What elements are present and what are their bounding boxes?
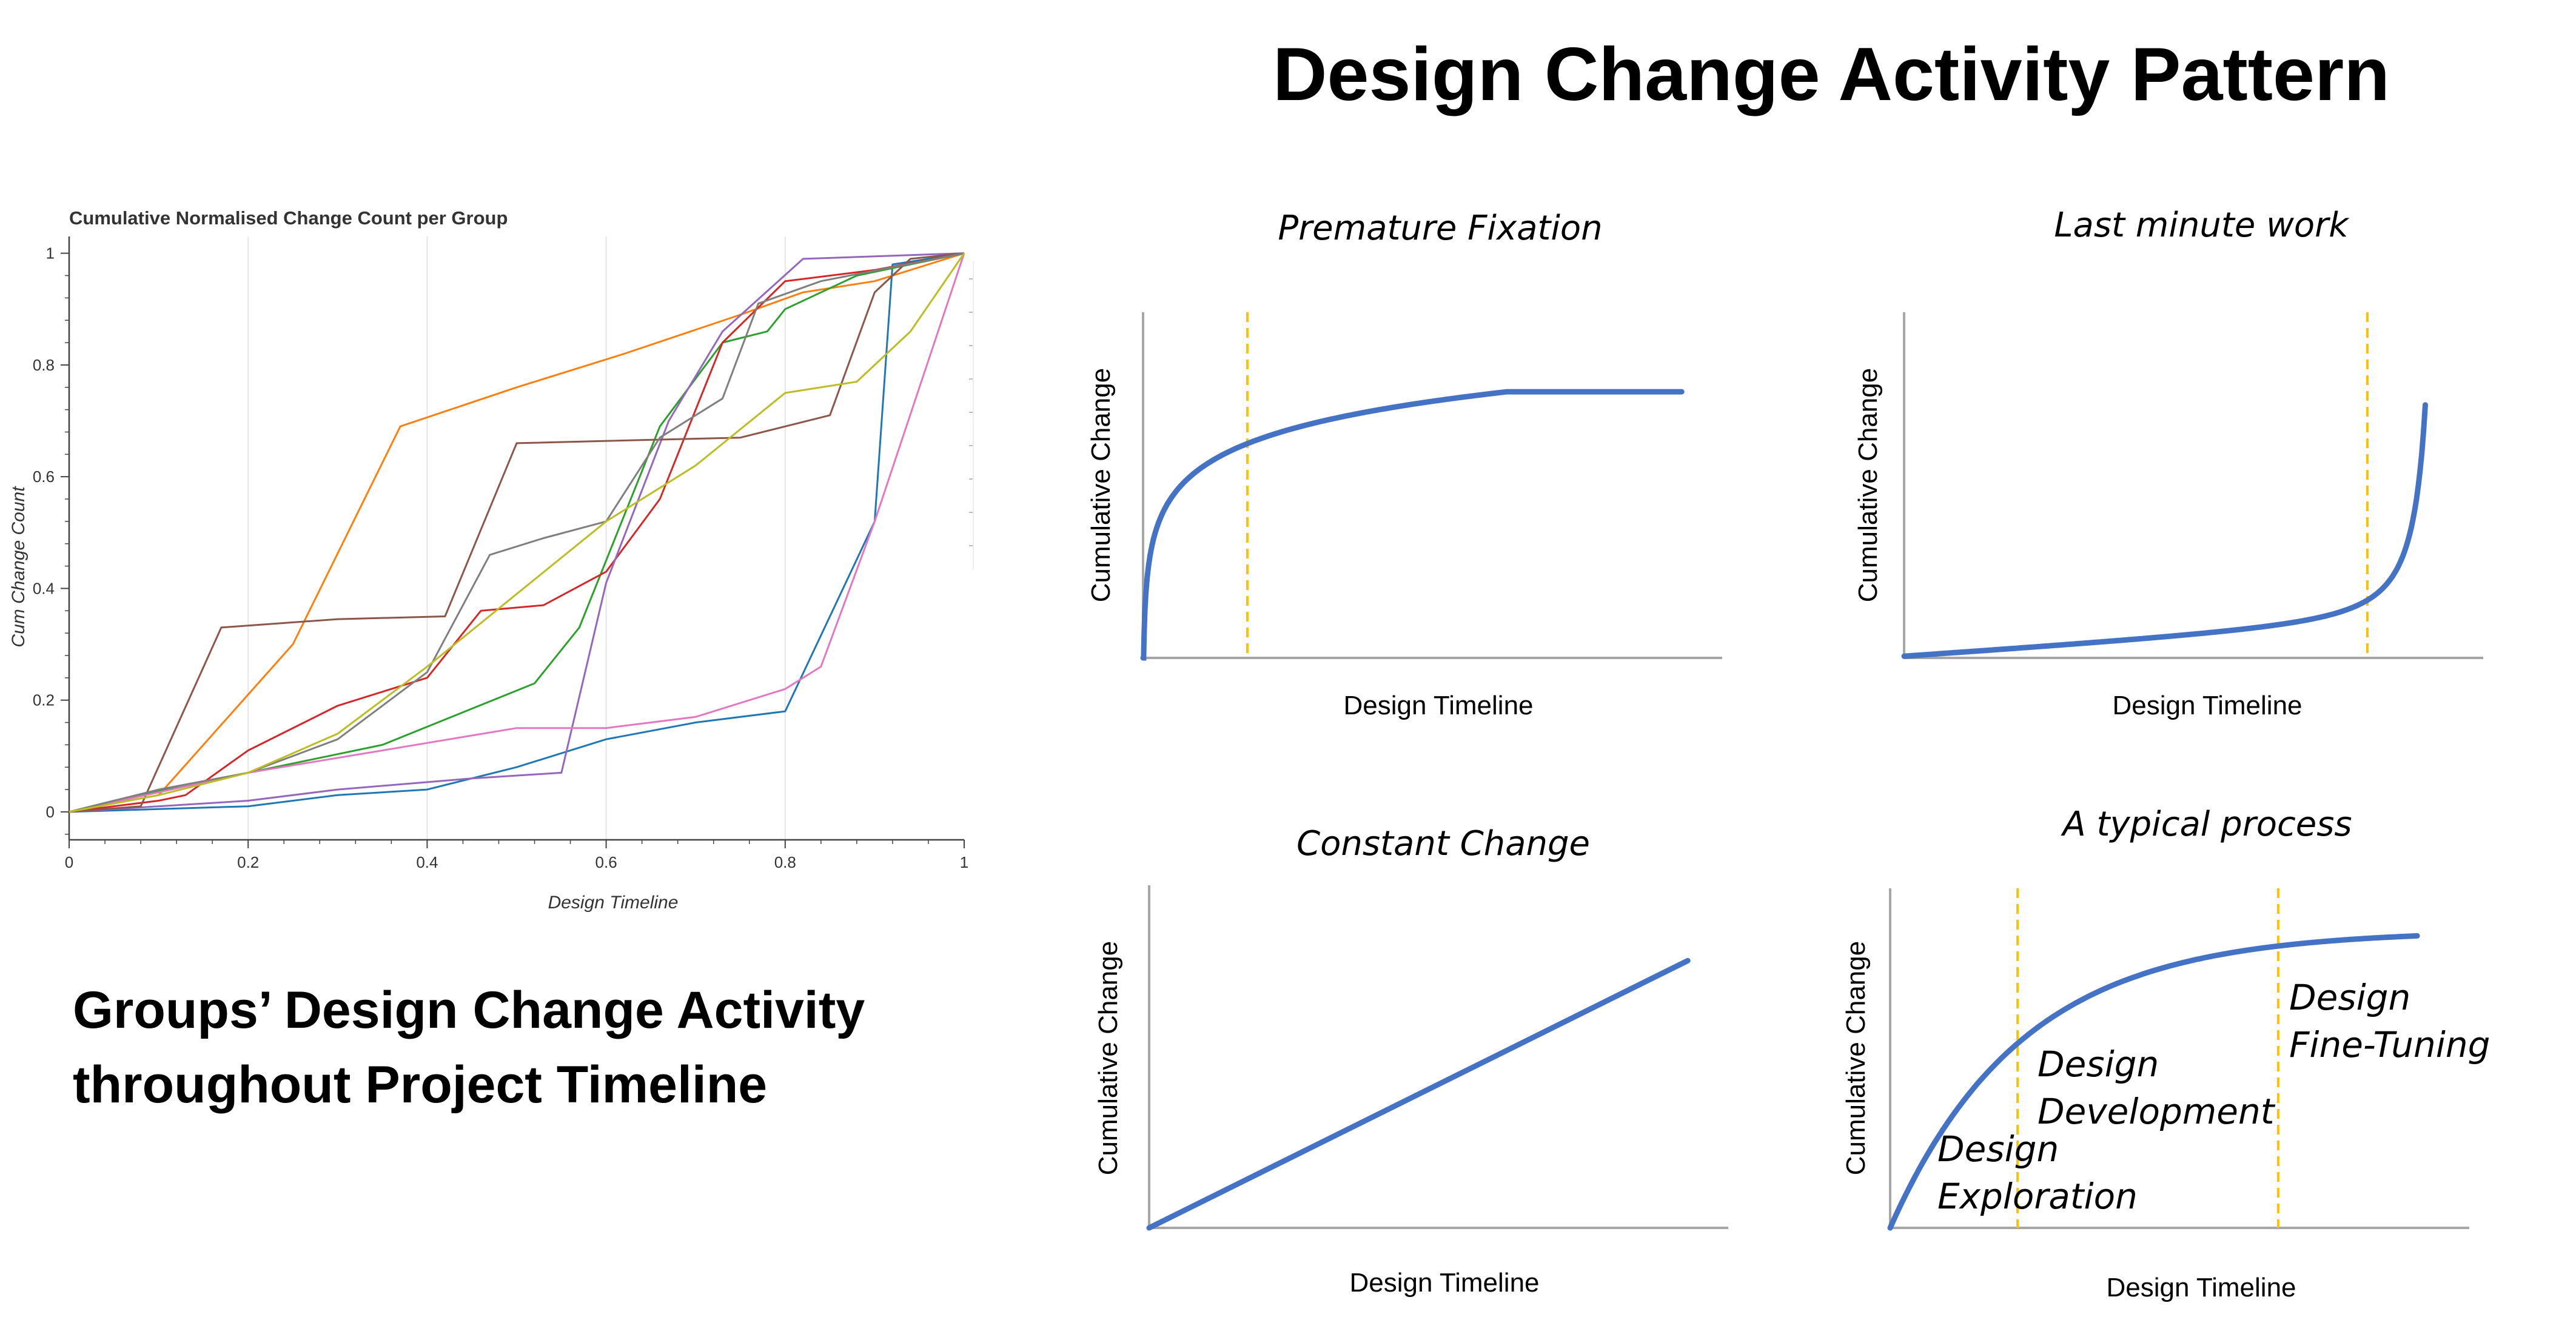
panel-xlabel: Design Timeline xyxy=(2106,1273,2296,1302)
caption-line-2: throughout Project Timeline xyxy=(73,1056,767,1114)
panel-xlabel: Design Timeline xyxy=(2112,691,2302,720)
series-line-9 xyxy=(69,252,965,813)
x-tick-label: 0.8 xyxy=(774,853,796,871)
panel-ylabel: Cumulative Change xyxy=(1853,368,1883,602)
series-line-2 xyxy=(69,252,965,813)
phase-label: Design xyxy=(2289,977,2410,1018)
series-line-1 xyxy=(69,252,965,813)
series-line-6 xyxy=(69,252,965,813)
x-tick-label: 1 xyxy=(960,853,968,871)
real-chart-ylabel: Cum Change Count xyxy=(8,486,29,648)
panel-ylabel: Cumulative Change xyxy=(1086,368,1116,602)
series-line-7 xyxy=(69,253,965,813)
y-tick-label: 0.6 xyxy=(33,468,55,486)
panel-ylabel: Cumulative Change xyxy=(1841,941,1871,1175)
caption-line-1: Groups’ Design Change Activity xyxy=(73,981,865,1039)
x-tick-label: 0.6 xyxy=(595,853,617,871)
pattern-curve xyxy=(1887,933,2420,1231)
page-title: Design Change Activity Pattern xyxy=(1273,33,2390,116)
pattern-curve xyxy=(1146,957,1691,1231)
panel-title-last-minute-work: Last minute work xyxy=(2054,206,2350,245)
x-tick-label: 0.4 xyxy=(416,853,438,871)
panel-ylabel: Cumulative Change xyxy=(1093,941,1123,1175)
pattern-curve xyxy=(1901,402,2428,659)
panel-title-premature-fixation: Premature Fixation xyxy=(1278,209,1602,248)
x-tick-label: 0 xyxy=(65,853,73,871)
phase-label: Design xyxy=(1937,1128,2059,1170)
panel-constant-change: Constant Change Design Timeline Cumulati… xyxy=(1093,824,1728,1298)
series-line-5 xyxy=(69,252,965,813)
x-tick-label: 0.2 xyxy=(237,853,259,871)
y-tick-label: 0.2 xyxy=(33,691,55,709)
group-change-chart: Cumulative Normalised Change Count per G… xyxy=(8,207,974,913)
phase-label: Exploration xyxy=(1937,1176,2138,1217)
panel-xlabel: Design Timeline xyxy=(1343,691,1533,720)
real-chart-title: Cumulative Normalised Change Count per G… xyxy=(69,207,508,229)
pattern-curve xyxy=(1140,389,1685,661)
y-tick-label: 1 xyxy=(46,244,55,263)
panel-premature-fixation: Premature Fixation Design Timeline Cumul… xyxy=(1086,209,1722,720)
series-line-4 xyxy=(69,252,965,813)
y-tick-label: 0.8 xyxy=(33,356,55,374)
panel-title-typical-process: A typical process xyxy=(2061,805,2352,844)
y-tick-label: 0 xyxy=(46,803,55,821)
real-chart-xlabel: Design Timeline xyxy=(548,893,679,913)
y-tick-label: 0.4 xyxy=(33,579,55,597)
panel-title-constant-change: Constant Change xyxy=(1296,824,1590,863)
phase-label: Design xyxy=(2038,1044,2159,1085)
phase-label: Development xyxy=(2038,1091,2276,1132)
panel-typical-process: A typical process Design Timeline Cumula… xyxy=(1841,805,2490,1302)
phase-label: Fine-Tuning xyxy=(2289,1024,2490,1065)
panel-xlabel: Design Timeline xyxy=(1349,1268,1539,1298)
panel-last-minute-work: Last minute work Design Timeline Cumulat… xyxy=(1853,206,2483,720)
